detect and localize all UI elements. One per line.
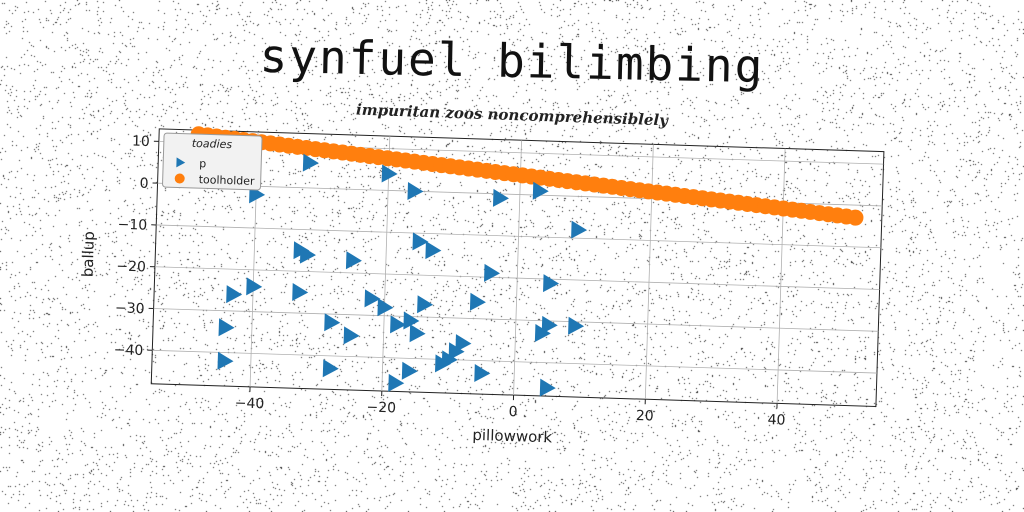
- p-point: [381, 164, 398, 183]
- legend-label-toolholder: toolholder: [198, 173, 255, 188]
- p-point: [364, 289, 381, 308]
- toolholder-point: [847, 209, 864, 226]
- y-tick-label: −10: [117, 217, 147, 234]
- p-point: [403, 311, 420, 330]
- y-tick-label: −30: [115, 300, 145, 317]
- p-point: [541, 315, 558, 334]
- x-axis-label: pillowwork: [472, 426, 553, 447]
- p-point: [412, 232, 429, 251]
- y-axis-label: ballup: [79, 231, 98, 278]
- p-point: [218, 318, 235, 337]
- p-point: [425, 241, 442, 260]
- p-point: [539, 378, 556, 397]
- p-point: [377, 298, 394, 317]
- legend-title: toadies: [192, 137, 233, 151]
- p-point: [246, 277, 263, 296]
- legend-marker-p: [176, 157, 186, 168]
- p-point: [434, 354, 452, 373]
- y-tick-label: 10: [132, 134, 150, 151]
- p-point: [345, 251, 362, 270]
- legend: toadies p toolholder: [162, 132, 263, 191]
- x-tick-label: 40: [767, 412, 785, 429]
- p-point: [474, 363, 491, 382]
- p-point: [455, 334, 472, 353]
- p-point: [532, 181, 549, 200]
- y-gridline: [156, 224, 881, 249]
- legend-label-p: p: [199, 157, 206, 170]
- p-point: [302, 153, 319, 172]
- legend-marker-toolholder: [174, 173, 185, 184]
- p-point: [343, 326, 360, 345]
- p-point: [492, 188, 509, 207]
- legend-box: [162, 132, 263, 191]
- y-tick-label: −40: [113, 342, 143, 359]
- p-point: [543, 274, 560, 293]
- p-point: [292, 282, 309, 301]
- x-tick-label: −20: [366, 400, 396, 417]
- y-tick-label: 0: [139, 176, 148, 192]
- x-gridline: [776, 148, 786, 404]
- x-tick-label: 20: [636, 408, 654, 425]
- p-point: [417, 295, 434, 314]
- p-point: [299, 245, 316, 264]
- plot-area: −40 −20 0 20 40 10 0 −10 −20 −30 −40 pillowwork ba…: [79, 126, 885, 447]
- p-point: [534, 324, 551, 343]
- p-point: [409, 324, 426, 343]
- x-tick-label: −40: [235, 395, 265, 412]
- p-point: [448, 342, 465, 361]
- p-point: [568, 316, 585, 335]
- x-gridline: [644, 144, 654, 400]
- p-point: [401, 361, 418, 380]
- tick-labels: −40 −20 0 20 40 10 0 −10 −20 −30 −40: [113, 134, 785, 429]
- p-point: [388, 373, 405, 392]
- p-point: [217, 351, 234, 370]
- y-gridline: [153, 308, 879, 332]
- p-point: [226, 285, 243, 304]
- p-point: [390, 315, 407, 334]
- p-point: [483, 263, 501, 282]
- series-layer: [190, 126, 864, 397]
- p-point: [322, 359, 339, 378]
- y-gridline: [152, 349, 877, 374]
- p-point: [571, 220, 588, 239]
- p-point: [469, 292, 486, 311]
- y-gridline: [154, 266, 880, 290]
- p-point: [407, 182, 424, 201]
- y-tick-label: −20: [116, 259, 146, 276]
- x-tick-label: 0: [508, 404, 517, 420]
- p-point: [324, 313, 341, 332]
